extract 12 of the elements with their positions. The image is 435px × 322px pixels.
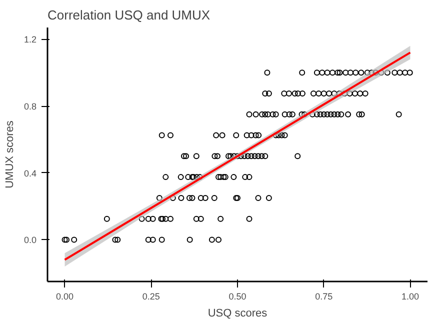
y-axis-title: UMUX scores [4,120,16,188]
x-tick-label: 0.75 [315,292,333,302]
chart-title: Correlation USQ and UMUX [48,8,210,22]
y-tick-label: 0.8 [24,102,37,112]
x-tick-label: 0.00 [56,292,74,302]
x-tick-label: 0.25 [142,292,160,302]
x-tick-label: 0.50 [228,292,246,302]
y-tick-label: 1.2 [24,34,37,45]
x-axis-title: USQ scores [208,308,268,320]
x-tick-label: 1.00 [401,292,419,302]
y-tick-label: 0.0 [24,235,37,246]
y-tick-label: 0.4 [24,168,37,178]
